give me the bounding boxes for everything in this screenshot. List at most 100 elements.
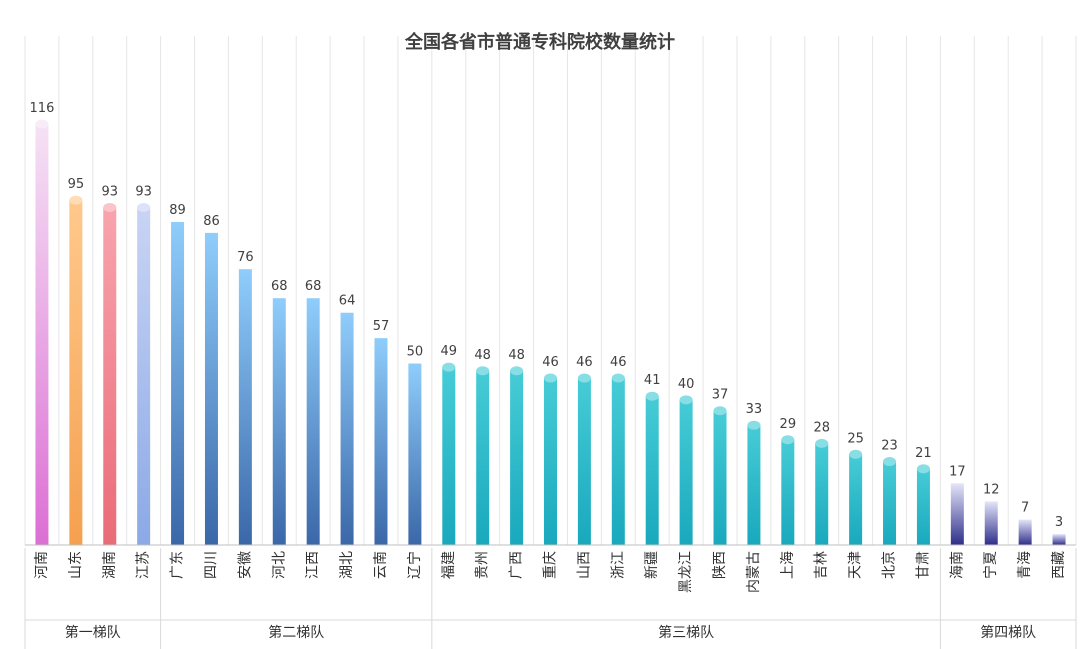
tick-label: 宁夏 [982,551,999,579]
bar-青海 [1018,519,1032,545]
bar-吉林 [815,443,829,545]
gridlines [24,36,1077,545]
bar-陕西 [713,410,727,545]
data-label: 46 [576,355,593,370]
data-label: 23 [881,439,898,454]
tick-label: 黑龙江 [678,551,694,593]
bar-cap [137,202,151,212]
bar-宁夏 [984,501,998,545]
data-labels: 116 95 93 93 89 86 76 68 68 64 57 50 49 48 48 46 46 46 41 4… [30,101,1064,530]
bar-cap [442,362,456,372]
chart-title: 全国各省市普通专科院校数量统计 [404,31,675,53]
data-label: 57 [373,319,390,334]
bar-四川 [204,232,218,545]
bar-山西 [577,378,591,545]
data-label: 50 [407,345,424,360]
bar-cap [577,373,591,383]
tick-label: 广西 [509,551,525,579]
tick-label: 湖北 [339,551,355,579]
bar-广东 [171,221,185,545]
data-label: 49 [441,344,458,359]
bar-河北 [272,298,286,545]
tick-label: 天津 [848,551,864,579]
tick-label: 四川 [203,551,219,579]
bar-湖北 [340,312,354,545]
tick-label: 安徽 [237,551,253,579]
data-label: 93 [101,184,118,199]
bar-cap [679,395,693,405]
tick-label: 重庆 [543,551,559,579]
bar-cap [69,195,83,205]
tick-label: 广东 [170,551,186,579]
data-label: 40 [678,377,695,392]
bar-山东 [69,200,83,545]
bar-新疆 [645,396,659,545]
bar-黑龙江 [679,399,693,545]
tick-label: 北京 [882,551,898,579]
bar-cap [645,391,659,401]
bars [35,119,1066,546]
data-label: 21 [915,446,932,461]
bar-cap [815,438,829,448]
tick-label: 江西 [305,551,321,579]
bar-北京 [883,461,897,545]
bar-cap [35,119,49,129]
tick-label: 西藏 [1051,551,1067,579]
bar-cap [916,464,930,474]
data-label: 7 [1021,501,1029,516]
data-label: 48 [508,348,525,363]
tick-label: 新疆 [644,551,660,579]
group-label: 第四梯队 [980,624,1036,641]
data-label: 48 [474,348,491,363]
bar-浙江 [611,378,625,545]
data-label: 41 [644,373,661,388]
bar-cap [510,366,524,376]
data-label: 33 [746,402,763,417]
bar-福建 [442,367,456,545]
tick-label: 浙江 [610,551,626,579]
bar-重庆 [544,378,557,545]
bar-cap [611,373,625,383]
bar-湖南 [103,207,117,546]
bar-西藏 [1052,534,1066,545]
bar-广西 [510,370,524,545]
bar-安徽 [238,269,252,545]
tick-label: 河南 [34,551,50,579]
bar-江苏 [137,207,151,546]
bar-云南 [374,338,388,545]
bar-cap [747,420,761,430]
tick-label: 辽宁 [406,551,423,579]
data-label: 89 [169,203,186,218]
tick-label: 山西 [576,551,592,579]
bar-海南 [950,483,964,545]
group-label: 第一梯队 [65,624,121,641]
group-label: 第二梯队 [268,624,324,641]
data-label: 116 [30,101,55,116]
bar-cap [544,373,557,383]
tick-label: 陕西 [712,551,728,579]
data-label: 93 [135,184,152,199]
tick-label: 山东 [68,551,84,579]
tick-label: 湖南 [102,551,118,579]
tick-label: 贵州 [475,551,491,579]
bar-cap [781,435,795,445]
tick-label: 吉林 [814,551,830,579]
data-label: 68 [305,279,322,294]
bar-天津 [849,454,863,545]
bar-甘肃 [916,468,930,545]
tick-label: 内蒙古 [746,551,762,593]
data-label: 17 [949,464,966,479]
bar-上海 [781,439,795,545]
tick-label: 海南 [949,551,965,579]
bar-cap [103,202,117,212]
tick-label: 福建 [441,551,457,579]
bar-内蒙古 [747,425,761,545]
tick-label: 江苏 [136,551,152,579]
data-label: 25 [847,431,864,446]
bar-贵州 [476,370,490,545]
bar-河南 [35,124,49,545]
bar-cap [713,406,727,416]
data-label: 68 [271,279,288,294]
